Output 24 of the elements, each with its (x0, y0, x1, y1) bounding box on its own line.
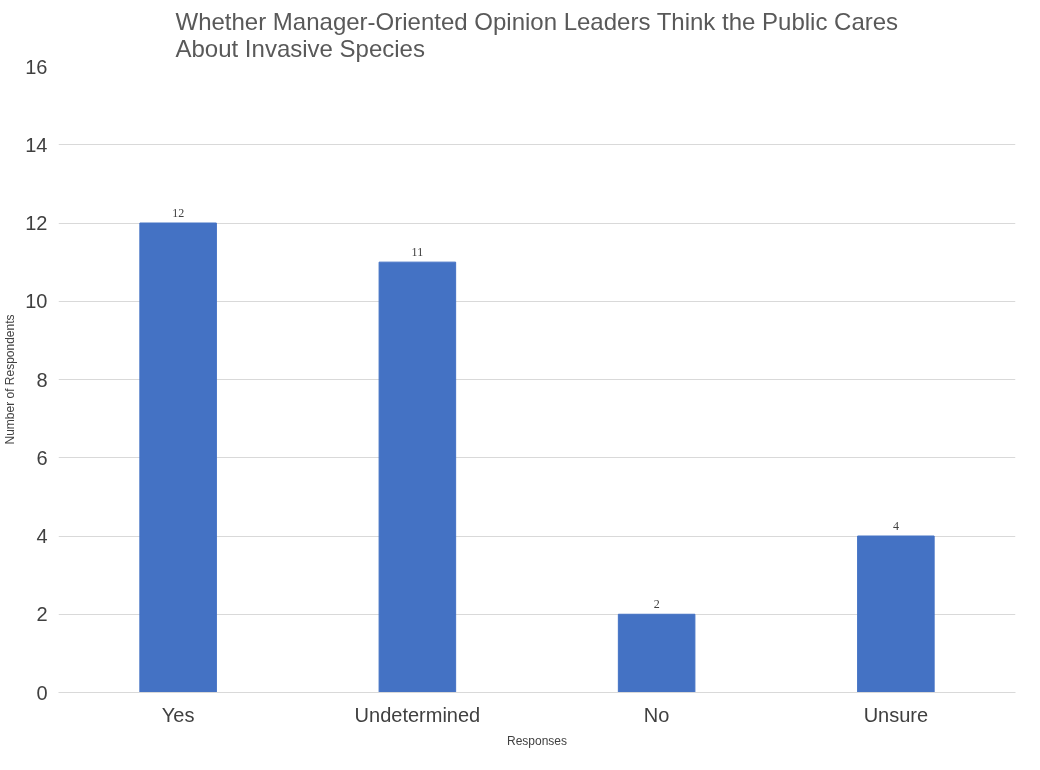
x-tick-label: No (643, 703, 670, 726)
x-tick-label: Undetermined (354, 703, 481, 726)
x-axis-title: Responses (506, 733, 568, 748)
y-tick-label: 0 (36, 681, 48, 704)
y-tick-label: 12 (25, 212, 48, 234)
bar (139, 222, 217, 693)
y-tick-label: 14 (25, 133, 48, 156)
chart-title: Whether Manager-Oriented Opinion Leaders Think the Public Cares About Invasive Species (175, 7, 899, 62)
data-label: 4 (892, 519, 899, 533)
bar (378, 261, 457, 693)
data-label: 12 (172, 206, 185, 220)
bar (857, 535, 935, 693)
bar (617, 613, 696, 693)
data-label: 11 (411, 245, 424, 260)
y-tick-label: 16 (25, 55, 48, 78)
x-tick-label: Yes (161, 703, 195, 726)
x-tick-label: Unsure (863, 703, 929, 726)
data-label: 2 (653, 597, 660, 612)
y-tick-label: 4 (36, 525, 48, 547)
y-tick-label: 8 (36, 368, 48, 391)
y-tick-label: 2 (36, 603, 48, 626)
y-tick-label: 10 (25, 290, 48, 313)
y-axis-title: Number of Respondents (3, 314, 18, 445)
y-tick-label: 6 (36, 446, 48, 469)
